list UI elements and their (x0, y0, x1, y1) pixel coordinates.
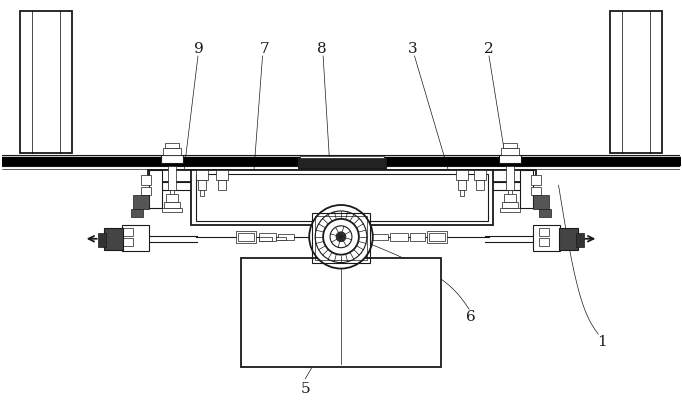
Bar (503, 144, 517, 148)
Bar (168, 166, 176, 190)
Bar (504, 194, 516, 202)
Bar (141, 175, 151, 185)
Circle shape (309, 205, 373, 269)
Bar (559, 228, 578, 249)
Bar (149, 170, 162, 208)
Bar (499, 155, 521, 163)
Bar (539, 238, 548, 246)
Bar (502, 202, 518, 208)
Circle shape (336, 232, 346, 242)
Bar (539, 228, 548, 236)
Bar (170, 190, 174, 196)
Bar (428, 231, 447, 243)
Bar (163, 148, 181, 155)
Bar (218, 180, 226, 190)
Bar (506, 166, 514, 190)
Bar (458, 180, 466, 190)
Text: 2: 2 (484, 42, 494, 56)
Bar (456, 170, 468, 180)
Text: 5: 5 (301, 382, 310, 396)
Bar (191, 170, 493, 225)
Bar (200, 190, 204, 196)
Bar (576, 233, 584, 247)
Text: 9: 9 (194, 42, 204, 56)
Bar (430, 233, 445, 241)
Bar (533, 195, 548, 209)
Bar (238, 233, 254, 241)
Bar (121, 225, 149, 251)
Bar (123, 228, 134, 236)
Text: 6: 6 (466, 310, 476, 324)
Bar (298, 158, 386, 168)
Bar (216, 170, 228, 180)
Bar (20, 11, 72, 153)
Bar (98, 233, 106, 247)
Bar (474, 170, 486, 180)
Bar (258, 237, 273, 241)
Bar (123, 238, 134, 246)
Bar (236, 231, 256, 243)
Bar (389, 233, 408, 241)
Bar (156, 182, 528, 190)
Text: 7: 7 (260, 42, 269, 56)
Bar (278, 234, 295, 240)
Bar (460, 190, 464, 196)
Bar (501, 148, 519, 155)
Bar (258, 233, 276, 241)
Circle shape (330, 226, 352, 248)
Bar (132, 209, 143, 217)
Text: 3: 3 (408, 42, 417, 56)
Bar (164, 202, 180, 208)
Text: 8: 8 (317, 42, 327, 56)
Bar (409, 233, 426, 241)
Bar (520, 170, 533, 208)
Bar (276, 237, 286, 240)
Bar (196, 174, 488, 221)
Bar (610, 11, 662, 153)
Bar (531, 187, 541, 195)
Bar (141, 187, 151, 195)
Bar (196, 170, 208, 180)
Bar (531, 175, 541, 185)
Bar (315, 216, 367, 260)
Bar (539, 209, 550, 217)
Bar (134, 195, 149, 209)
Bar (148, 170, 535, 182)
Bar (104, 228, 123, 249)
Text: 1: 1 (597, 335, 607, 349)
Bar (508, 190, 512, 196)
Bar (312, 213, 370, 263)
Bar (500, 208, 520, 212)
Bar (372, 234, 387, 240)
Bar (165, 144, 179, 148)
Bar (300, 156, 384, 158)
Bar (166, 194, 178, 202)
Bar (198, 180, 206, 190)
Circle shape (315, 211, 367, 263)
Bar (476, 180, 484, 190)
Bar (533, 225, 561, 251)
Bar (241, 258, 441, 367)
Circle shape (323, 219, 359, 255)
Bar (162, 208, 182, 212)
Bar (161, 155, 183, 163)
